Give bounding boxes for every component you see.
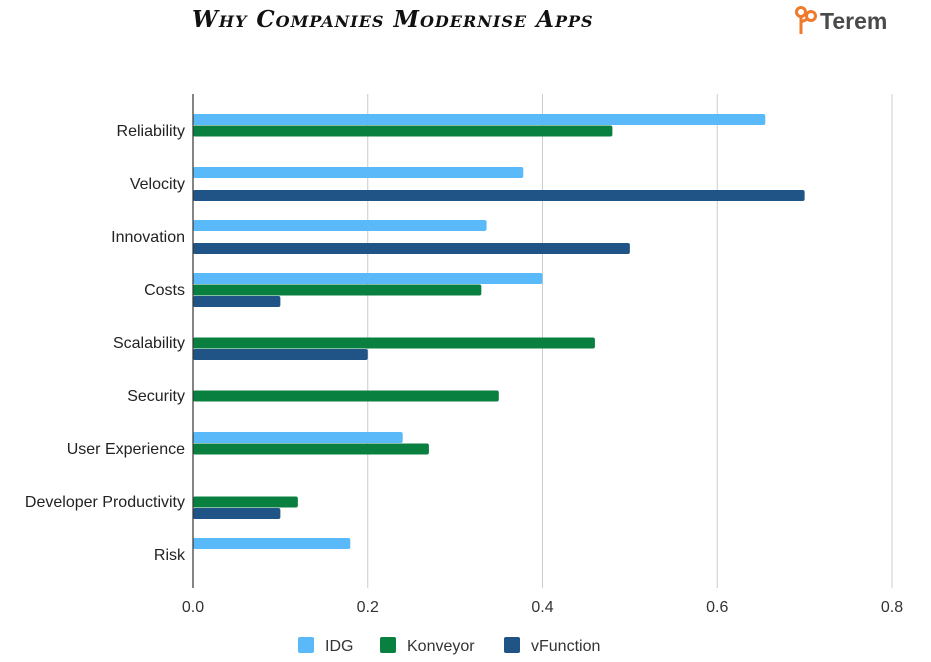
x-tick-label: 0.4 [531, 599, 553, 616]
bar-vfunction-scalability [193, 349, 368, 360]
legend-swatch-konveyor [380, 637, 396, 653]
category-label: Costs [144, 282, 185, 299]
bar-vfunction-costs [193, 296, 281, 307]
category-label: Scalability [113, 335, 185, 352]
legend-label-vfunction: vFunction [531, 638, 600, 655]
category-label: User Experience [67, 441, 185, 458]
x-tick-label: 0.8 [881, 599, 903, 616]
terem-logo-icon [794, 6, 818, 36]
legend-label-konveyor: Konveyor [407, 638, 475, 655]
legend-swatch-vfunction [504, 637, 520, 653]
x-tick-label: 0.6 [706, 599, 728, 616]
category-label: Risk [154, 547, 186, 564]
bar-konveyor-security [193, 390, 499, 402]
category-label: Developer Productivity [25, 494, 185, 511]
bar-idg-costs [193, 273, 543, 284]
bar-konveyor-reliability [193, 125, 613, 137]
terem-logo: Terem [794, 6, 887, 36]
category-label: Reliability [117, 123, 185, 140]
legend-swatch-idg [298, 637, 314, 653]
category-label: Velocity [130, 176, 185, 193]
bar-konveyor-costs [193, 284, 482, 296]
bar-idg-reliability [193, 114, 766, 125]
logo-text: Terem [820, 7, 888, 34]
legend-label-idg: IDG [325, 638, 353, 655]
bar-konveyor-developer-productivity [193, 496, 298, 508]
bar-idg-risk [193, 538, 351, 549]
category-label: Innovation [111, 229, 185, 246]
chart-title: Why Companies Modernise Apps [192, 6, 594, 33]
bar-konveyor-scalability [193, 337, 595, 349]
bar-idg-velocity [193, 167, 524, 178]
bar-idg-user-experience [193, 432, 403, 443]
bar-vfunction-developer-productivity [193, 508, 281, 519]
bar-vfunction-innovation [193, 243, 630, 254]
bar-konveyor-user-experience [193, 443, 429, 455]
x-tick-label: 0.2 [357, 599, 379, 616]
bar-vfunction-velocity [193, 190, 805, 201]
bar-idg-innovation [193, 220, 487, 231]
category-label: Security [127, 388, 185, 405]
x-tick-label: 0.0 [182, 599, 204, 616]
